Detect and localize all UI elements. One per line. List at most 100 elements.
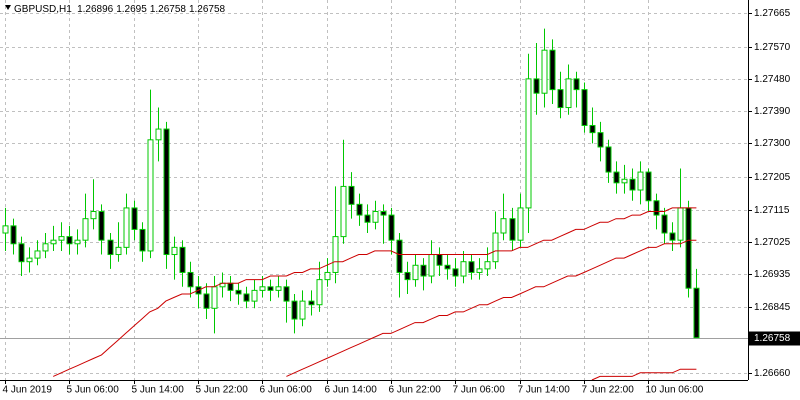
candle-body [283, 286, 290, 302]
y-tick-label: 1.27390 [754, 106, 791, 117]
candle-body [243, 293, 250, 302]
candle-body [10, 225, 17, 245]
candle-body [147, 139, 154, 252]
moving-average [591, 368, 697, 381]
candle-body [82, 218, 89, 241]
candle-body [388, 214, 395, 241]
candle-body [66, 236, 73, 245]
candle-body [541, 49, 548, 94]
candle-body [203, 293, 210, 309]
candle-body [356, 203, 363, 216]
x-tick-label: 6 Jun 22:00 [389, 385, 442, 396]
candle-body [380, 211, 387, 216]
candle-body [42, 243, 49, 252]
candle-body [484, 261, 491, 270]
y-tick-label: 1.27300 [754, 138, 791, 149]
header: GBPUSD,H1 1.26896 1.2695 1.26758 1.26758 [5, 4, 226, 15]
candle-body [637, 171, 644, 191]
candle-body [460, 261, 467, 277]
candle-body [589, 124, 596, 134]
candle-body [693, 287, 700, 339]
x-tick-label: 10 Jun 06:00 [646, 385, 704, 396]
candle-body [468, 261, 475, 273]
candle-body [259, 286, 266, 291]
candle-body [549, 49, 556, 91]
price-label: 1.26758 [754, 333, 791, 344]
candle-body [436, 254, 443, 266]
candle-body [267, 286, 274, 291]
y-tick-label: 1.26845 [754, 302, 791, 313]
candle-body [533, 78, 540, 94]
y-tick-label: 1.27025 [754, 237, 791, 248]
candle-body [163, 128, 170, 256]
candle-body [364, 214, 371, 223]
candle-body [685, 207, 692, 289]
candle-body [275, 286, 282, 291]
y-tick-label: 1.27205 [754, 172, 791, 183]
candle-body [107, 239, 114, 256]
moving-average [286, 239, 697, 377]
x-tick-label: 7 Jun 14:00 [518, 385, 571, 396]
candle-body [179, 246, 186, 273]
candle-body [227, 282, 234, 291]
y-tick-label: 1.27665 [754, 8, 791, 19]
candle-body [669, 232, 676, 241]
y-tick-label: 1.26935 [754, 269, 791, 280]
candle-body [171, 246, 178, 256]
candle-body [332, 236, 339, 273]
x-tick-label: 4 Jun 2019 [3, 385, 53, 396]
candle-body [629, 178, 636, 191]
header-open: 1.26896 [77, 4, 114, 15]
plot [2, 28, 700, 381]
candle-body [235, 289, 242, 295]
header-close: 1.26758 [189, 4, 226, 15]
header-high: 1.2695 [116, 4, 147, 15]
candle-body [509, 218, 516, 241]
candle-body [98, 211, 105, 241]
candle-body [396, 239, 403, 273]
candle-body [492, 232, 499, 263]
candle-body [299, 300, 306, 320]
candle-body [291, 300, 298, 320]
candle-body [420, 264, 427, 277]
candle-body [645, 171, 652, 202]
candle-body [404, 271, 411, 281]
candle-body [26, 257, 33, 263]
candle-body [2, 225, 9, 234]
candle-body [557, 89, 564, 109]
candle-body [50, 239, 57, 245]
candle-body [58, 236, 65, 241]
candle-body [565, 78, 572, 109]
price-label-box [749, 331, 800, 346]
candle-body [251, 289, 258, 302]
candle-body [90, 211, 97, 220]
header-text: GBPUSD,H1 1.26896 1.2695 1.26758 1.26758 [14, 4, 226, 15]
candle-body [372, 211, 379, 223]
candle-body [581, 89, 588, 126]
candle-body [340, 185, 347, 238]
candle-body [517, 207, 524, 241]
x-tick-label: 7 Jun 06:00 [453, 385, 506, 396]
candle-body [348, 185, 355, 205]
candle-body [115, 246, 122, 256]
header-low: 1.26758 [150, 4, 187, 15]
candle-body [74, 239, 81, 245]
candle-body [597, 132, 604, 148]
candle-body [476, 268, 483, 273]
candle-body [525, 78, 532, 209]
candle-body [155, 128, 162, 141]
axes: 1.27665 1.27570 1.27480 1.27390 1.27300 1.272… [3, 8, 800, 396]
candle-body [452, 268, 459, 277]
candle-body [131, 207, 138, 230]
grid [0, 0, 748, 380]
x-tick-label: 5 Jun 14:00 [132, 385, 185, 396]
candle-body [139, 228, 146, 252]
x-tick-label: 5 Jun 06:00 [67, 385, 120, 396]
x-tick-label: 5 Jun 22:00 [196, 385, 249, 396]
candle-body [324, 271, 331, 281]
y-tick-label: 1.27480 [754, 74, 791, 85]
candle-body [500, 218, 507, 234]
candle-body [34, 250, 41, 259]
y-tick-label: 1.27115 [754, 205, 790, 216]
